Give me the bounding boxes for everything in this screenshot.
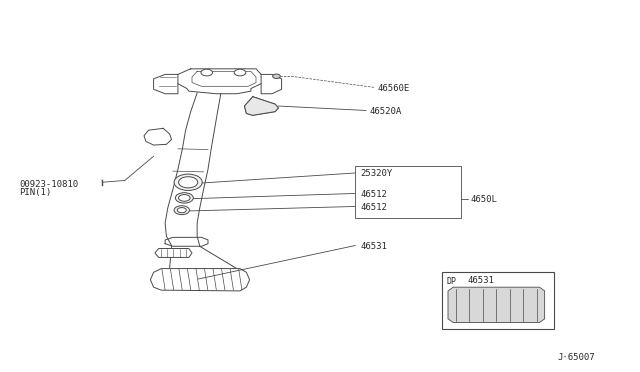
Bar	[442, 272, 554, 329]
Circle shape	[201, 69, 212, 76]
Polygon shape	[244, 97, 278, 115]
Circle shape	[174, 206, 189, 215]
Circle shape	[179, 195, 190, 201]
Circle shape	[234, 69, 246, 76]
Text: 4650L: 4650L	[470, 195, 497, 204]
Text: 46531: 46531	[467, 276, 494, 285]
Circle shape	[177, 208, 186, 213]
Text: 25320Y: 25320Y	[360, 169, 392, 178]
Text: PIN(1): PIN(1)	[19, 188, 51, 197]
Bar	[355, 166, 461, 218]
Text: 46520A: 46520A	[370, 107, 402, 116]
Text: J·65007: J·65007	[557, 353, 595, 362]
Text: 46531: 46531	[360, 242, 387, 251]
Circle shape	[179, 177, 198, 188]
Text: 00923-10810: 00923-10810	[19, 180, 78, 189]
Polygon shape	[155, 248, 192, 257]
Text: 46560E: 46560E	[378, 84, 410, 93]
Circle shape	[273, 74, 280, 78]
Circle shape	[175, 193, 193, 203]
Circle shape	[174, 174, 202, 190]
Text: 46512: 46512	[360, 203, 387, 212]
Text: DP: DP	[447, 277, 457, 286]
Polygon shape	[150, 269, 250, 291]
Text: 46512: 46512	[360, 190, 387, 199]
Polygon shape	[448, 287, 545, 323]
